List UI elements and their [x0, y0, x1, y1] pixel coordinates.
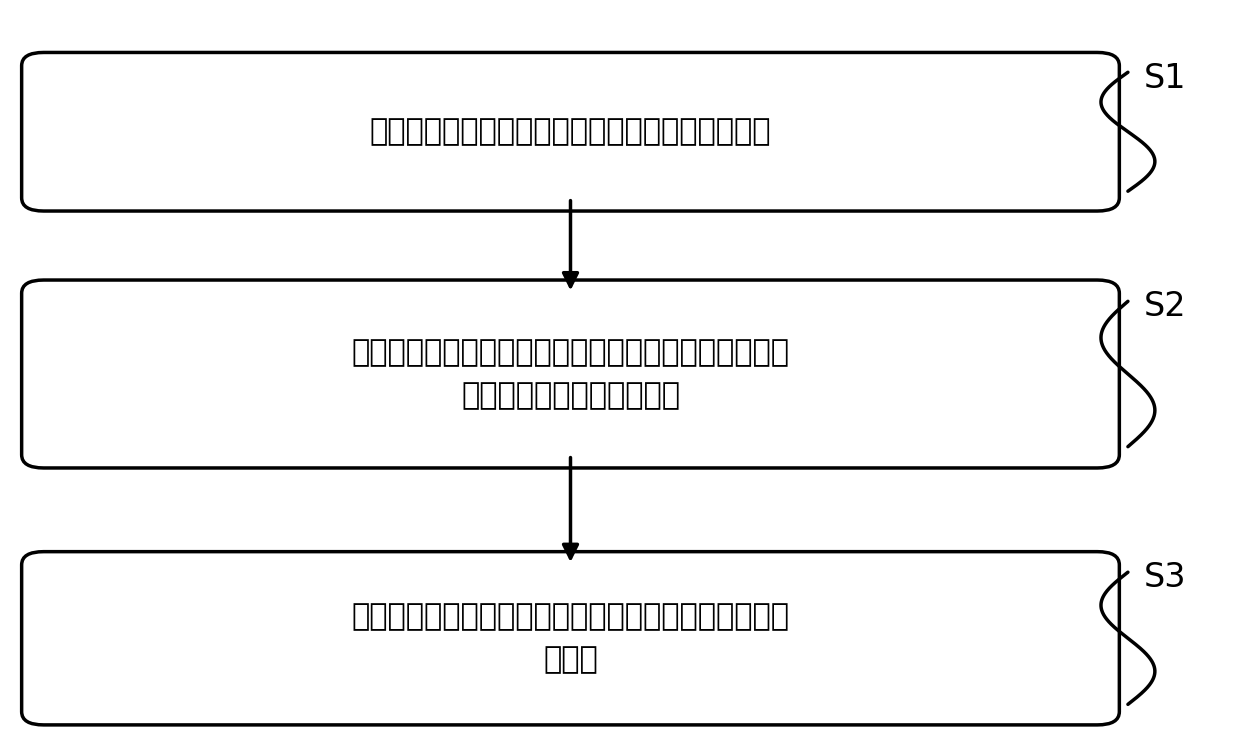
Text: S3: S3: [1144, 561, 1186, 594]
Text: 根据所述双重介质模型，利用分数阶微积分法建立所述
待分析井段的压力动态模型: 根据所述双重介质模型，利用分数阶微积分法建立所述 待分析井段的压力动态模型: [352, 338, 789, 410]
Text: 利用分形理论构建待分析井段对应的双重介质模型: 利用分形理论构建待分析井段对应的双重介质模型: [369, 117, 771, 147]
FancyBboxPatch shape: [21, 280, 1119, 468]
Text: S1: S1: [1144, 62, 1186, 95]
Text: 根据所述压力动态模型，对所述待分析井段进行压力动
态分析: 根据所述压力动态模型，对所述待分析井段进行压力动 态分析: [352, 602, 789, 674]
FancyBboxPatch shape: [21, 552, 1119, 725]
FancyBboxPatch shape: [21, 52, 1119, 211]
Text: S2: S2: [1144, 289, 1186, 322]
